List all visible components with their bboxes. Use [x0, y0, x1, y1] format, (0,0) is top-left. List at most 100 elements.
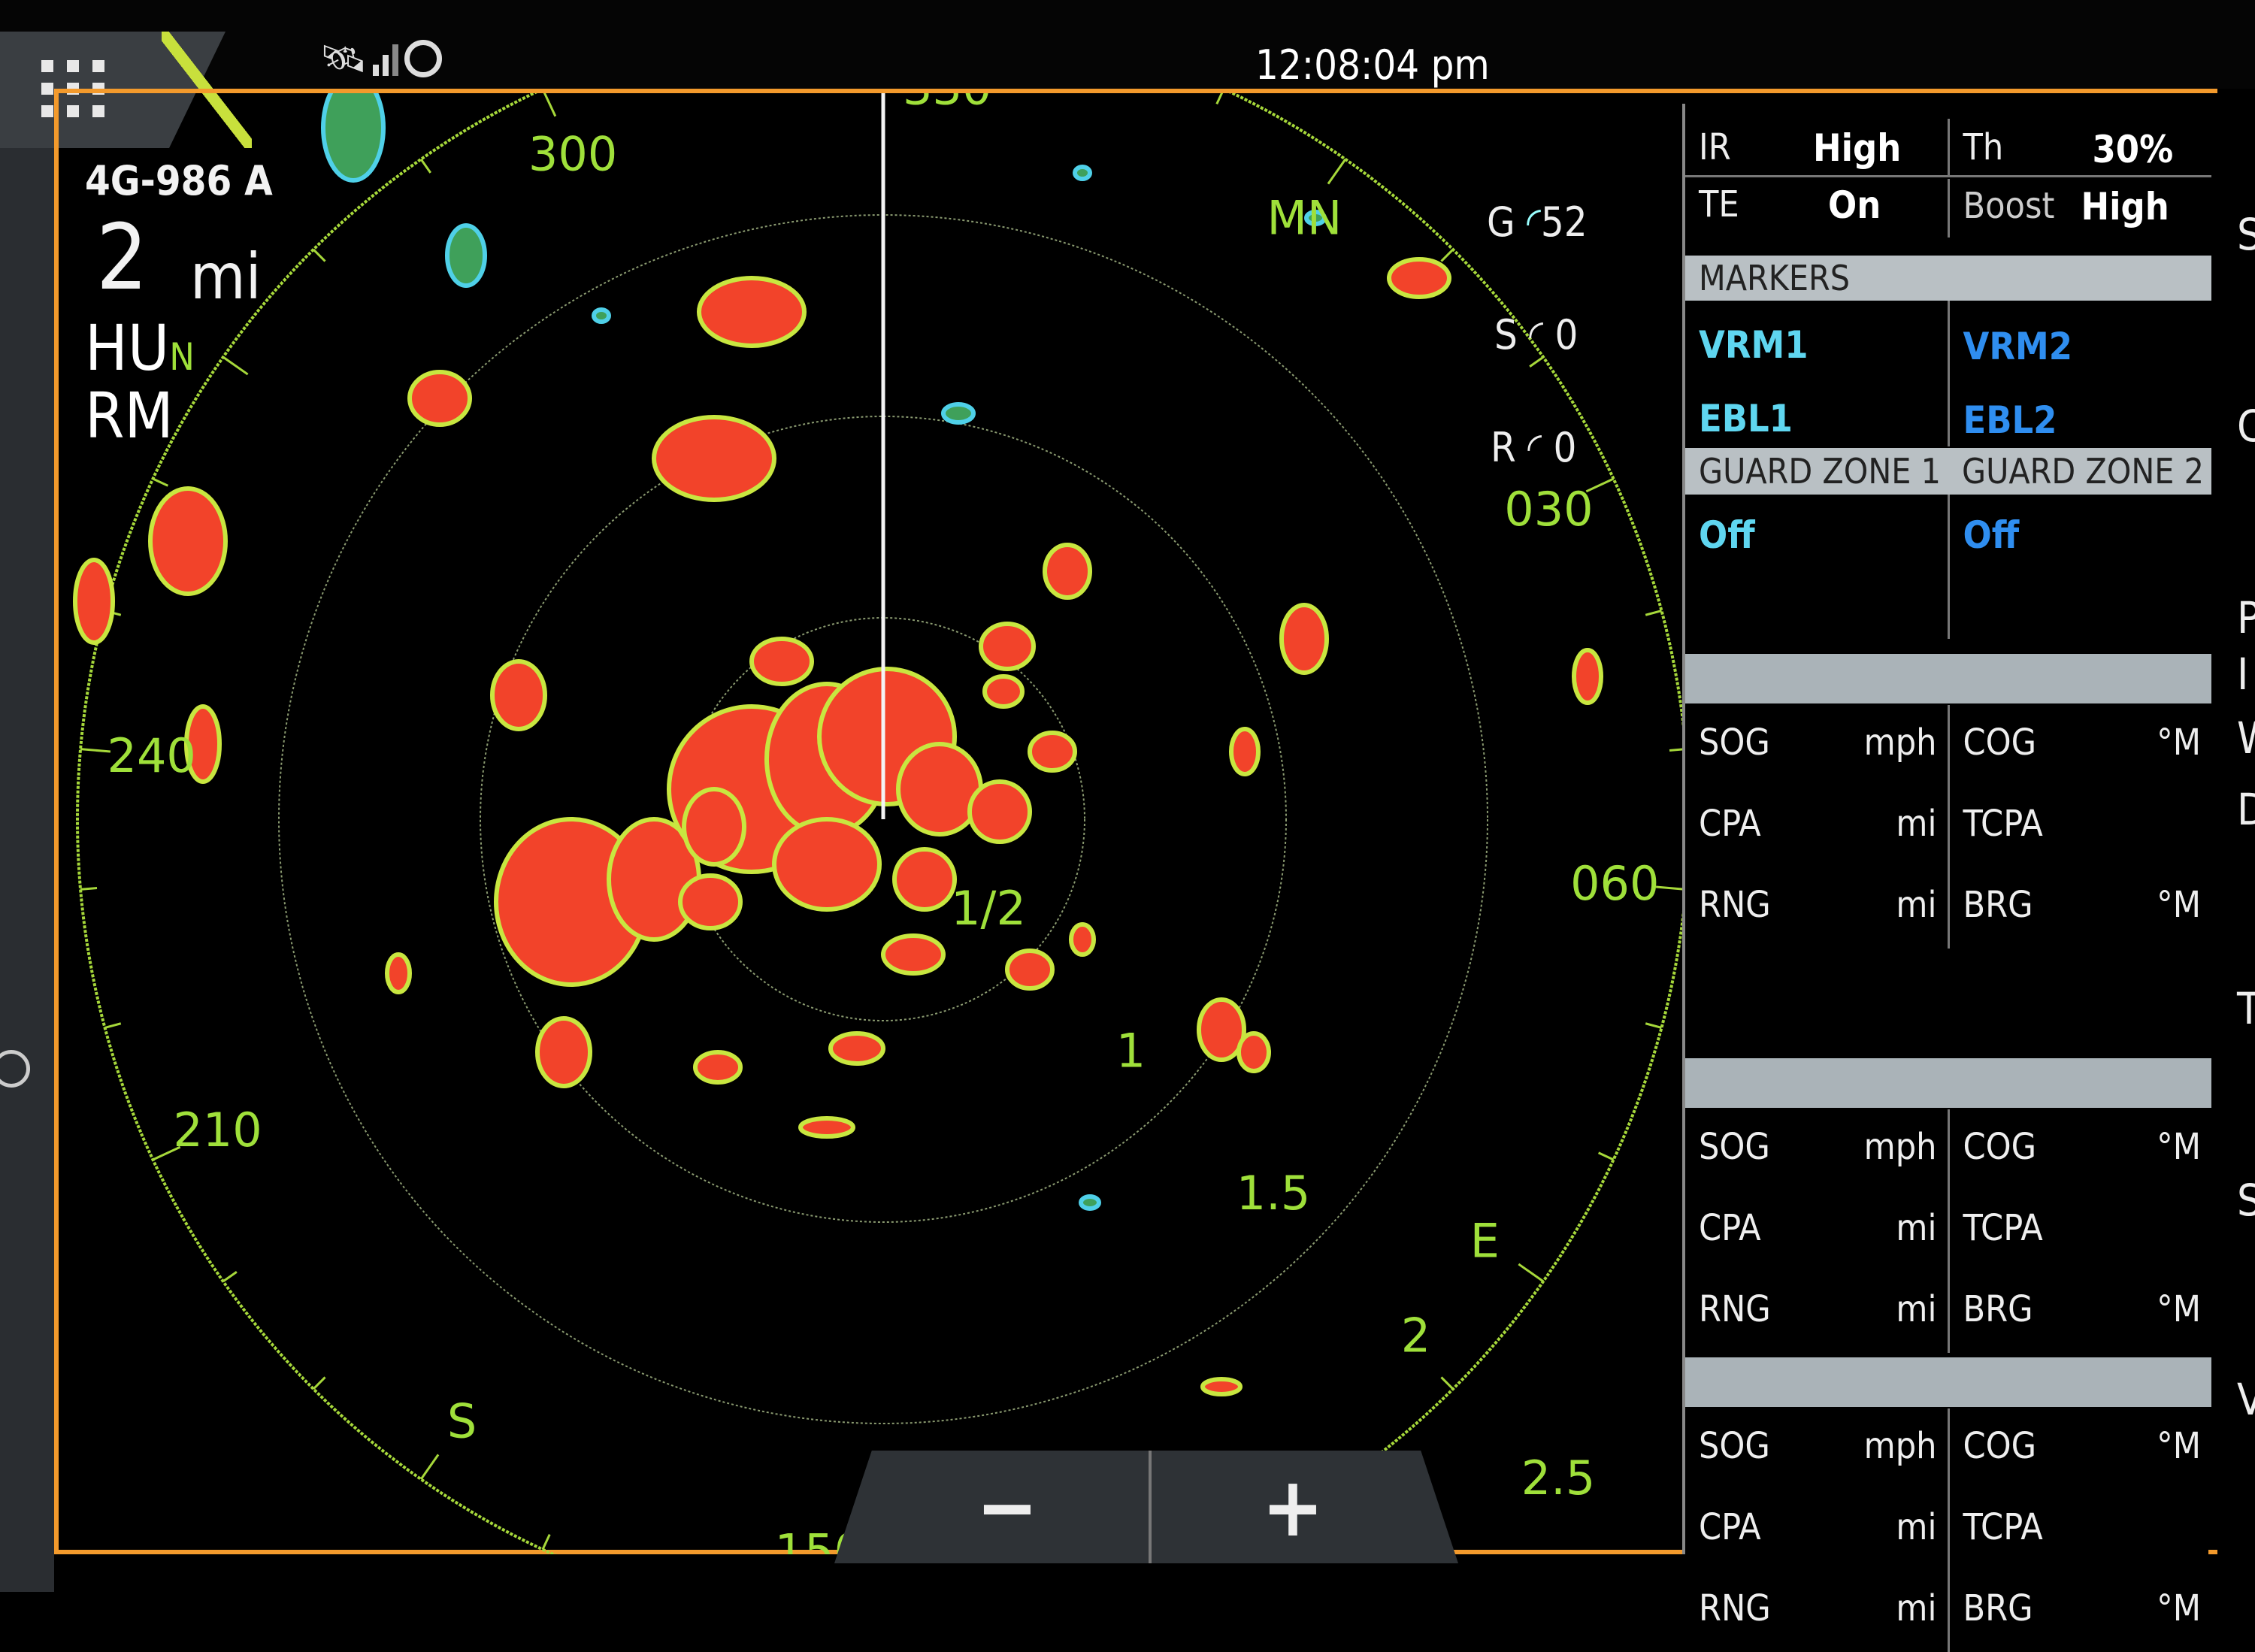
te-setting[interactable]: TE On [1685, 179, 1950, 238]
menu-letter[interactable]: V [2237, 1374, 2255, 1425]
target-data-row: RNG mi BRG °M [1685, 1272, 2211, 1353]
ebl2-button[interactable]: EBL2 [1963, 398, 2057, 442]
guard-zone-2-status: Off [1963, 513, 2020, 557]
vrm1-button[interactable]: VRM1 [1699, 323, 1809, 367]
zoom-controls: − + [834, 1451, 1458, 1563]
menu-letter[interactable]: W [2237, 713, 2255, 764]
range-value[interactable]: 2 [96, 206, 148, 310]
guard-zone-1[interactable]: Off [1685, 495, 1950, 639]
field-label: COG [1963, 1126, 2037, 1168]
radar-target [678, 873, 743, 930]
radar-target [1387, 257, 1451, 299]
target-header-band[interactable] [1685, 1058, 2211, 1108]
bearing-tick [1529, 356, 1544, 368]
outer-bearing-ring [76, 93, 1682, 1554]
radar-target [1200, 1377, 1243, 1396]
radar-target [1279, 603, 1329, 675]
bearing-label: MN [1267, 191, 1342, 246]
bearing-label: E [1470, 1213, 1500, 1268]
radar-target [73, 558, 115, 645]
zoom-out-button[interactable]: − [976, 1459, 1039, 1555]
motion-mode[interactable]: RM [85, 379, 174, 452]
bearing-tick [419, 1454, 440, 1480]
target-data-row: CPA mi TCPA [1685, 786, 2211, 867]
target-data-row: SOG mph COG °M [1685, 1408, 2211, 1490]
field-unit: mi [1896, 1207, 1937, 1249]
gauge-label: R [1491, 424, 1516, 471]
weak-return [1304, 210, 1327, 226]
menu-letter[interactable]: T [2237, 983, 2255, 1034]
target-header-band[interactable] [1685, 654, 2211, 703]
target-cell: BRG °M [1950, 1571, 2212, 1652]
threshold-setting[interactable]: Th 30% [1950, 119, 2212, 175]
setting-value: High [1813, 126, 1902, 170]
bearing-tick [152, 1145, 181, 1161]
range-unit: mi [190, 240, 262, 313]
bearing-tick [312, 248, 326, 262]
radar-target [184, 704, 222, 784]
field-unit: °M [2157, 1425, 2201, 1467]
orientation-suffix: N [169, 335, 195, 379]
setting-label: Boost [1963, 185, 2055, 227]
sea-gauge[interactable]: S ◜ 0 [1494, 311, 1578, 359]
menu-letter[interactable]: I [2237, 649, 2249, 700]
bearing-label: 300 [528, 127, 617, 182]
markers-grid: VRM1 EBL1 VRM2 EBL2 [1685, 301, 2211, 446]
ebl1-button[interactable]: EBL1 [1699, 397, 1793, 440]
radar-ppi[interactable]: 300330MN030060E150S2102401/211.522.5 [59, 93, 1682, 1554]
field-label: SOG [1699, 1126, 1770, 1168]
target-cell: RNG mi [1685, 1571, 1950, 1652]
bearing-tick [104, 1022, 122, 1029]
weak-return [592, 307, 611, 324]
menu-letter[interactable]: S [2237, 209, 2255, 260]
field-label: RNG [1699, 1587, 1771, 1629]
arc-icon: ◜ [1527, 424, 1542, 471]
menu-letter[interactable]: P [2237, 592, 2255, 643]
gain-gauge[interactable]: G ◜52 [1487, 198, 1588, 246]
target-cell: TCPA [1950, 1191, 2212, 1272]
left-sidebar[interactable] [0, 148, 54, 1592]
guard-zone-2[interactable]: Off [1950, 495, 2212, 639]
field-label: SOG [1699, 1425, 1770, 1467]
radar-target [749, 637, 814, 686]
field-label: RNG [1699, 1288, 1771, 1330]
gauge-label: G [1487, 198, 1515, 246]
zoom-in-button[interactable]: + [1261, 1459, 1324, 1555]
target-cell: COG °M [1950, 1109, 2212, 1191]
target-cell: SOG mph [1685, 1408, 1950, 1490]
vrm2-button[interactable]: VRM2 [1963, 325, 2073, 368]
boost-setting[interactable]: Boost High [1950, 179, 2212, 238]
signal-bars-icon [373, 42, 399, 76]
menu-letter[interactable]: C [2237, 401, 2255, 452]
bearing-label: 240 [107, 728, 196, 783]
target-cell: TCPA [1950, 786, 2212, 867]
weak-return [321, 93, 386, 183]
menu-letter[interactable]: S [2237, 1175, 2255, 1226]
field-label: COG [1963, 1425, 2037, 1467]
radar-display[interactable]: 300330MN030060E150S2102401/211.522.5 4G-… [59, 93, 1682, 1554]
rain-gauge[interactable]: R ◜ 0 [1491, 424, 1576, 471]
add-icon[interactable] [0, 1050, 30, 1088]
bearing-tick [543, 93, 557, 117]
radar-target [798, 1116, 855, 1139]
side-menu-edge[interactable]: S C PIWD T S V [2217, 89, 2255, 1592]
range-ring-label: 1/2 [951, 881, 1026, 936]
menu-letter[interactable]: D [2237, 784, 2255, 835]
radar-target [652, 415, 776, 502]
bearing-label: 030 [1504, 482, 1593, 537]
orientation-mode[interactable]: HUN [85, 311, 195, 385]
target-data-row: RNG mi BRG °M [1685, 1571, 2211, 1652]
target-header-band[interactable] [1685, 1357, 2211, 1407]
guard-zone-1-header: GUARD ZONE 1 [1699, 451, 1941, 492]
radar-target [535, 1016, 592, 1088]
field-unit: °M [2157, 1288, 2201, 1330]
field-label: BRG [1963, 1587, 2033, 1629]
field-unit: °M [2157, 884, 2201, 926]
grid-dot [41, 105, 53, 117]
field-label: RNG [1699, 884, 1771, 926]
bearing-tick [419, 159, 431, 174]
guard-zones: Off Off [1685, 495, 2211, 639]
bearing-tick [1518, 1263, 1544, 1283]
setting-value: On [1828, 183, 1881, 227]
ir-setting[interactable]: IR High [1685, 119, 1950, 175]
